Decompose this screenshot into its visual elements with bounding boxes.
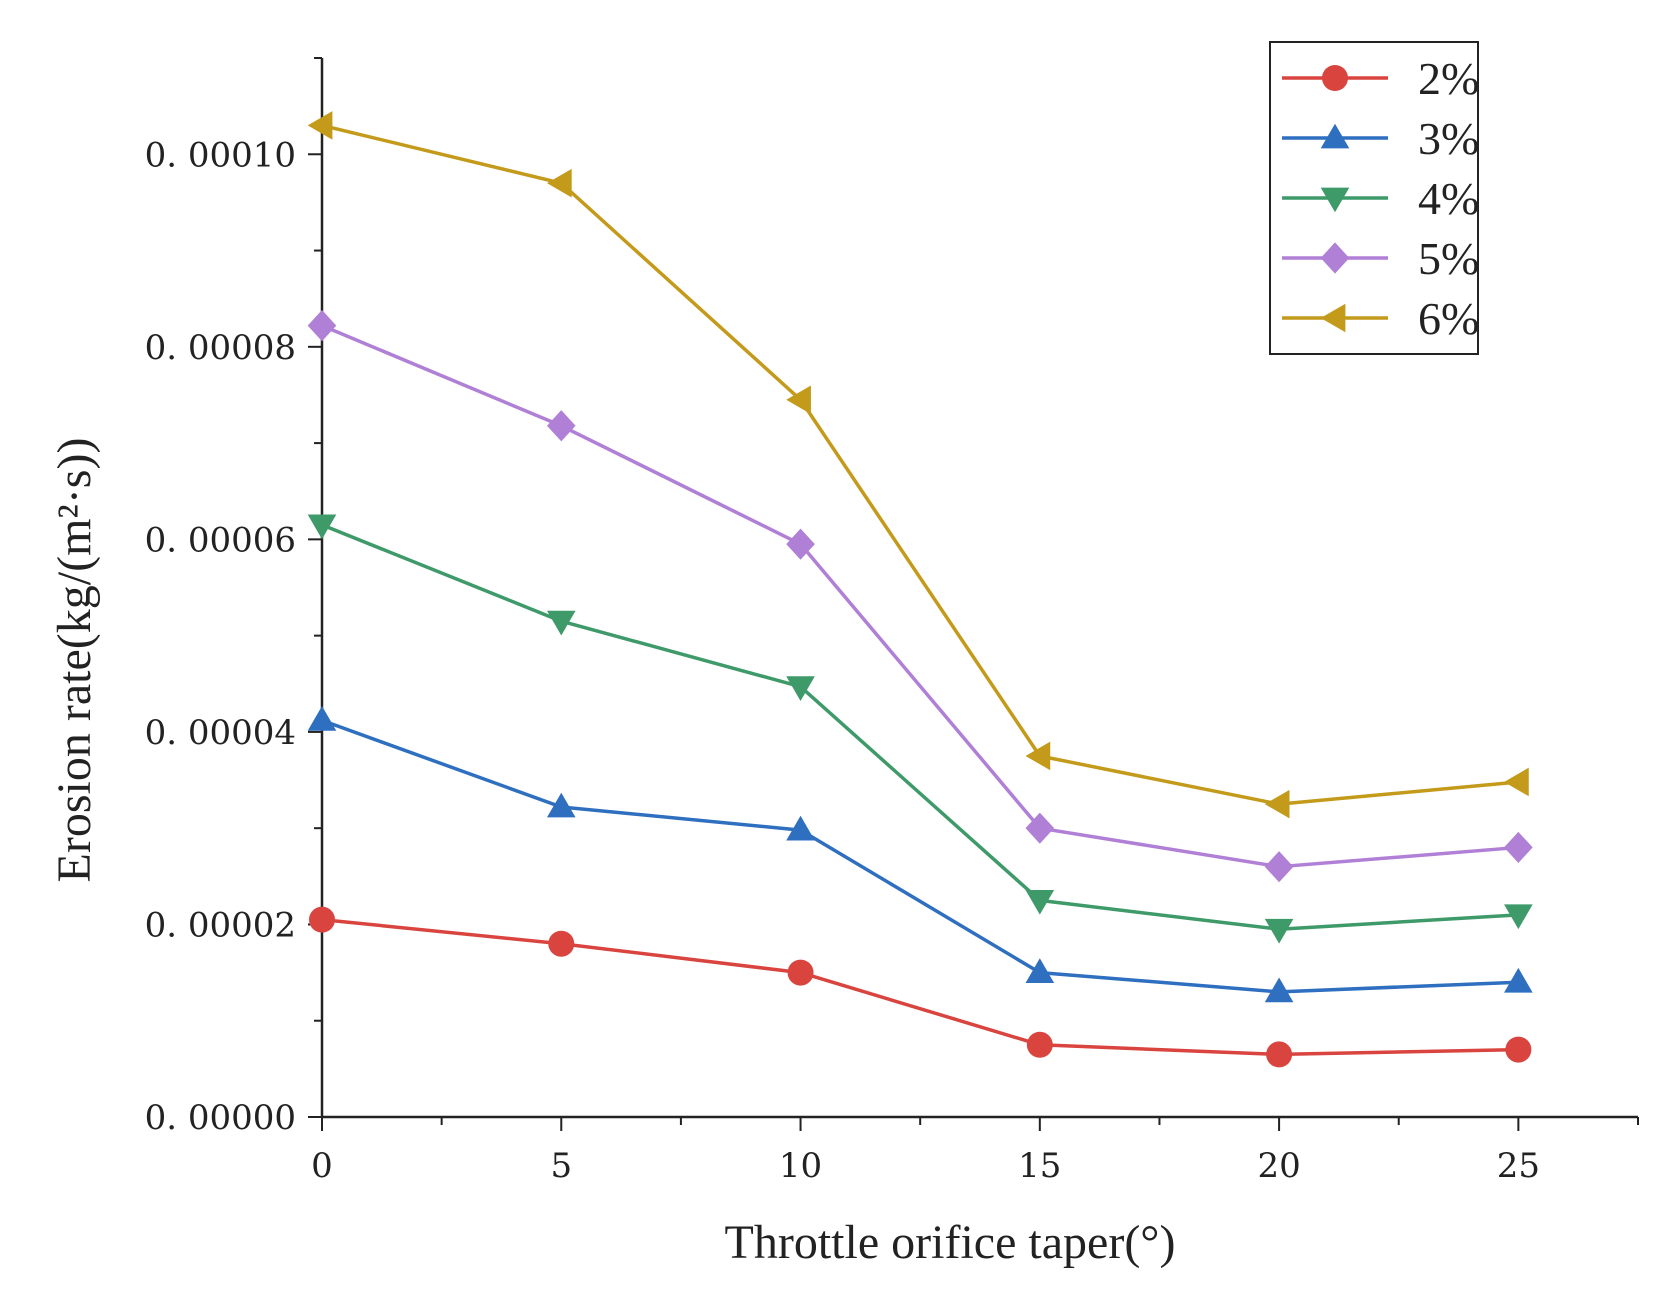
data-point [1026, 1031, 1053, 1058]
y-tick-label: 0. 00006 [145, 520, 296, 560]
legend-item: 4% [1282, 173, 1479, 224]
data-point [307, 310, 337, 342]
data-point [1025, 812, 1055, 844]
data-point [786, 676, 815, 701]
series-line [321, 523, 1519, 932]
series-line [321, 917, 1519, 1057]
axes: 0. 00000 0. 00002 0. 00004 0. 00006 0. 00008… [145, 57, 1639, 1186]
data-point [1264, 789, 1290, 819]
data-point [546, 410, 576, 442]
legend-item: 2% [1282, 53, 1479, 104]
series-line [321, 324, 1519, 869]
legend-marker [1320, 303, 1346, 333]
data-point [548, 930, 575, 957]
data-point [786, 385, 811, 415]
data-point [307, 706, 337, 731]
series-3 [307, 310, 1533, 883]
y-tick-label: 0. 00000 [145, 1098, 296, 1138]
data-point [1504, 904, 1533, 930]
series-0 [309, 906, 1532, 1068]
y-tick-label: 0. 00004 [145, 713, 296, 753]
x-tick-label: 10 [779, 1146, 822, 1186]
legend-item: 6% [1282, 293, 1479, 344]
data-point [1505, 1036, 1532, 1063]
x-tick-label: 25 [1497, 1146, 1540, 1186]
x-tick-label: 15 [1018, 1146, 1061, 1186]
legend-label: 3% [1418, 113, 1479, 164]
data-point [546, 168, 572, 198]
y-axis-title: Erosion rate(kg/(m²·s)) [48, 438, 101, 883]
y-tick-label: 0. 00010 [145, 135, 296, 175]
data-point [1025, 741, 1051, 771]
legend-label: 4% [1418, 173, 1479, 224]
data-point [1025, 958, 1055, 983]
legend-marker [1320, 123, 1350, 149]
legend-item: 3% [1282, 113, 1479, 164]
y-tick-label: 0. 00008 [145, 328, 296, 368]
x-tick-label: 0 [311, 1146, 333, 1186]
data-point [307, 111, 333, 140]
data-point [786, 528, 815, 560]
data-point [1025, 889, 1055, 915]
data-point [786, 815, 815, 841]
series-1 [307, 706, 1533, 1003]
data-point [1504, 767, 1529, 797]
x-axis-title: Throttle orifice taper(°) [725, 1216, 1176, 1269]
data-point [546, 610, 576, 636]
series-layer [307, 111, 1533, 1068]
legend-label: 6% [1418, 293, 1479, 344]
legend-marker [1322, 65, 1348, 91]
y-tick-label: 0. 00002 [145, 905, 296, 945]
series-line [321, 123, 1519, 806]
x-tick-label: 5 [550, 1146, 572, 1186]
legend-label: 5% [1418, 233, 1479, 284]
data-point [307, 514, 337, 540]
data-point [787, 959, 814, 986]
data-point [546, 792, 576, 818]
data-point [309, 906, 335, 933]
legend-item: 5% [1282, 233, 1479, 284]
legend: 2% 3% 4% 5% 6% [1269, 41, 1479, 355]
data-point [1264, 851, 1294, 883]
legend-marker [1320, 242, 1350, 274]
data-point [1266, 1041, 1293, 1068]
data-point [1504, 967, 1533, 993]
data-point [1264, 977, 1294, 1003]
x-tick-label: 20 [1257, 1146, 1300, 1186]
legend-label: 2% [1418, 53, 1479, 104]
series-line [321, 718, 1519, 994]
series-4 [307, 111, 1529, 819]
legend-marker [1320, 187, 1350, 213]
series-2 [307, 514, 1533, 944]
data-point [1264, 918, 1294, 944]
data-point [1504, 831, 1533, 864]
